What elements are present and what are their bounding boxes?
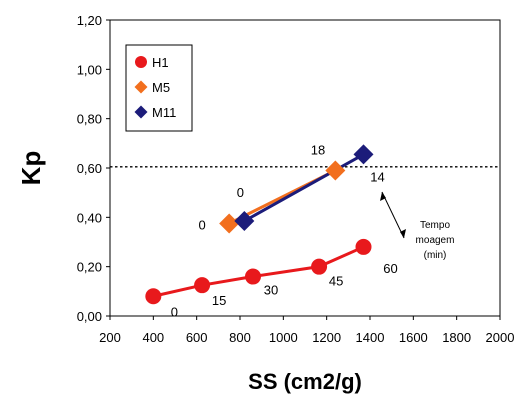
legend-marker-m5 [134, 80, 148, 94]
legend-label-h1: H1 [152, 55, 169, 70]
y-tick-label: 0,40 [77, 210, 102, 225]
legend-label-m11: M11 [152, 105, 176, 120]
point-m11 [353, 144, 374, 165]
legend-marker-h1 [135, 56, 147, 68]
x-tick-label: 1800 [442, 330, 471, 345]
point-h1 [245, 268, 261, 285]
tick-labels: 200 400 600 800 1000 1200 1400 1600 1800 20000,00… [77, 13, 515, 345]
y-tick-label: 0,60 [77, 161, 102, 176]
y-axis-title: Kp [16, 151, 46, 186]
point-label-h1: 0 [171, 304, 178, 319]
note-line: Tempo [420, 220, 450, 231]
y-tick-label: 1,00 [77, 62, 102, 77]
x-tick-label: 800 [229, 330, 251, 345]
point-label-m5: 0 [199, 218, 206, 233]
note-arrow-head [400, 229, 406, 238]
point-h1 [311, 258, 328, 275]
y-tick-label: 0,80 [77, 112, 102, 127]
legend-marker-m11 [134, 105, 148, 119]
point-label-annotation: 18 [311, 142, 325, 157]
legend-label-m5: M5 [152, 80, 170, 95]
point-labels: 0 15 30 45 60 0 0 14 18 [171, 142, 398, 319]
point-label-h1: 45 [329, 274, 343, 289]
point-m5 [219, 213, 240, 234]
legend: H1 M5 M11 [125, 44, 193, 132]
point-label-m11: 14 [370, 169, 384, 184]
point-label-h1: 60 [383, 261, 397, 276]
note-arrow-head [380, 192, 386, 201]
series-line-m11 [243, 153, 365, 223]
markers [145, 144, 374, 305]
x-tick-label: 1000 [269, 330, 298, 345]
x-tick-label: 600 [186, 330, 208, 345]
note-line: moagem [416, 235, 455, 246]
x-tick-label: 200 [99, 330, 121, 345]
point-m5 [325, 160, 346, 181]
x-axis-title: SS (cm2/g) [248, 369, 362, 394]
point-m11 [234, 211, 255, 232]
point-h1 [194, 277, 211, 294]
x-tick-label: 1200 [312, 330, 341, 345]
point-label-m11: 0 [237, 185, 244, 200]
point-label-h1: 15 [212, 293, 226, 308]
y-tick-label: 0,20 [77, 260, 102, 275]
note-line: (min) [424, 250, 447, 261]
note-arrow-line [381, 191, 405, 239]
x-tick-label: 1600 [399, 330, 428, 345]
x-tick-label: 2000 [486, 330, 515, 345]
point-h1 [355, 238, 372, 255]
y-tick-label: 1,20 [77, 13, 102, 28]
time-note: Tempo moagem (min) [380, 191, 455, 261]
x-tick-label: 400 [142, 330, 164, 345]
point-h1 [145, 288, 162, 305]
x-tick-label: 1400 [356, 330, 385, 345]
axes [106, 19, 501, 320]
point-label-h1: 30 [264, 283, 278, 298]
y-tick-label: 0,00 [77, 309, 102, 324]
